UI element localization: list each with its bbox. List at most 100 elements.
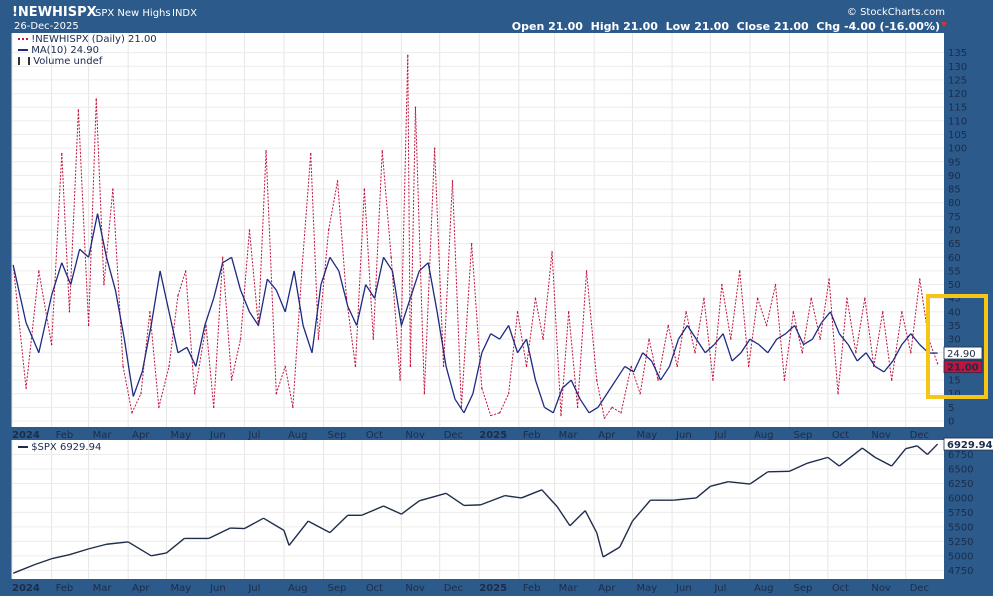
newhighs-segment-74	[676, 311, 687, 367]
spx-price-tag: 6929.94	[947, 440, 993, 451]
newhighs-point-95	[864, 297, 866, 299]
newhighs-segment-41	[390, 257, 401, 381]
spx-segment-32	[596, 532, 604, 558]
newhighs-segment-64	[586, 270, 598, 381]
newhighs-point-2	[38, 270, 40, 272]
newhighs-point-70	[639, 393, 641, 395]
ma10-segment-45	[427, 262, 438, 312]
legend-swatch-ma	[18, 49, 28, 51]
ma10-segment-42	[400, 298, 411, 326]
ma10-segment-17	[177, 346, 188, 354]
ohlc-bar: Open 21.00 High 21.00 Low 21.00 Close 21…	[512, 20, 940, 33]
spx-segment-45	[827, 456, 840, 467]
spx-segment-34	[619, 520, 634, 548]
newhighs-point-56	[516, 311, 519, 313]
ma10-segment-78	[722, 333, 733, 362]
spx-segment-24	[463, 504, 481, 507]
newhighs-segment-50	[460, 243, 473, 408]
top-xtick-label-7: Aug	[288, 430, 308, 441]
top-ytick-label-17: 85	[948, 185, 961, 196]
ma10-segment-6	[79, 248, 90, 258]
newhighs-segment-21	[213, 257, 224, 408]
bottom-ytick-label-4: 5750	[948, 508, 973, 519]
spx-segment-40	[728, 481, 751, 485]
spx-segment-6	[127, 541, 152, 557]
bottom-xtick-label-10: Nov	[405, 583, 425, 594]
ma10-segment-72	[668, 338, 680, 367]
spx-segment-35	[631, 499, 651, 522]
newhighs-segment-96	[873, 311, 884, 367]
newhighs-segment-63	[577, 270, 588, 408]
newhighs-segment-35	[337, 180, 347, 299]
ma10-segment-92	[847, 344, 858, 362]
ma10-segment-76	[704, 344, 715, 354]
newhighs-segment-59	[542, 251, 553, 340]
bottom-xtick-label-12: 2025	[479, 583, 507, 594]
top-xtick-label-10: Nov	[405, 430, 425, 441]
newhighs-segment-82	[748, 298, 759, 367]
top-xtick-label-4: May	[170, 430, 191, 441]
newhighs-point-52	[481, 387, 483, 389]
bottom-xtick-label-11: Dec	[444, 583, 463, 594]
newhighs-point-46	[423, 393, 426, 395]
ma10-segment-88	[811, 322, 823, 340]
top-ytick-label-3: 15	[948, 376, 961, 387]
newhighs-point-13	[140, 393, 142, 395]
newhighs-point-11	[122, 365, 124, 368]
bottom-xtick-label-19: Aug	[754, 583, 774, 594]
newhighs-segment-6	[77, 109, 90, 326]
ma10-segment-48	[454, 398, 465, 414]
top-ytick-label-26: 130	[948, 62, 967, 73]
newhighs-segment-97	[882, 311, 893, 381]
ma10-segment-3	[50, 262, 63, 296]
symbol-title: !NEWHISPX	[12, 5, 97, 20]
newhighs-segment-93	[846, 298, 857, 353]
newhighs-segment-86	[783, 311, 794, 381]
close-price-tag-box	[943, 360, 983, 374]
top-ytick-label-16: 80	[948, 198, 961, 209]
newhighs-segment-40	[381, 150, 392, 258]
newhighs-point-3	[50, 343, 53, 346]
ma-price-tag-box	[943, 346, 983, 360]
legend-swatch-series	[18, 38, 28, 40]
top-xtick-label-20: Sep	[794, 430, 813, 441]
newhighs-point-51	[470, 242, 473, 245]
spx-segment-33	[602, 546, 621, 558]
ma10-segment-51	[481, 333, 492, 354]
ma10-segment-19	[195, 325, 206, 367]
newhighs-point-64	[585, 270, 588, 272]
newhighs-point-1	[25, 387, 27, 389]
spx-segment-26	[504, 494, 522, 499]
ma10-segment-38	[365, 284, 376, 299]
newhighs-point-94	[855, 352, 857, 354]
newhighs-segment-66	[603, 407, 613, 419]
newhighs-point-40	[381, 150, 383, 152]
symbol-name: SPX New Highs	[95, 8, 171, 19]
newhighs-point-63	[576, 406, 579, 409]
ma10-segment-83	[767, 338, 778, 354]
ma10-segment-16	[168, 311, 179, 353]
newhighs-point-17	[177, 294, 179, 297]
bottom-xtick-label-9: Oct	[366, 583, 383, 594]
top-legend: !NEWHISPX (Daily) 21.00 MA(10) 24.90 Vol…	[18, 34, 157, 67]
newhighs-point-97	[882, 311, 884, 313]
newhighs-segment-83	[757, 298, 768, 326]
ma10-segment-96	[883, 360, 894, 373]
brand-link[interactable]: © StockCharts.com	[846, 7, 945, 18]
ma10-segment-98	[901, 333, 912, 346]
spx-segment-44	[807, 456, 829, 464]
newhighs-point-54	[499, 412, 501, 414]
newhighs-point-65	[596, 379, 598, 381]
spx-segment-21	[400, 500, 420, 515]
newhighs-segment-80	[730, 270, 741, 340]
newhighs-point-48	[442, 365, 445, 368]
newhighs-point-8	[95, 98, 97, 100]
top-ytick-label-15: 75	[948, 212, 961, 223]
top-xtick-label-9: Oct	[366, 430, 383, 441]
spx-segment-23	[445, 492, 465, 507]
top-xtick-label-19: Aug	[754, 430, 774, 441]
top-xtick-label-11: Dec	[444, 430, 463, 441]
top-ytick-label-14: 70	[948, 226, 961, 237]
spx-segment-20	[383, 505, 402, 515]
newhighs-segment-2	[38, 270, 53, 345]
